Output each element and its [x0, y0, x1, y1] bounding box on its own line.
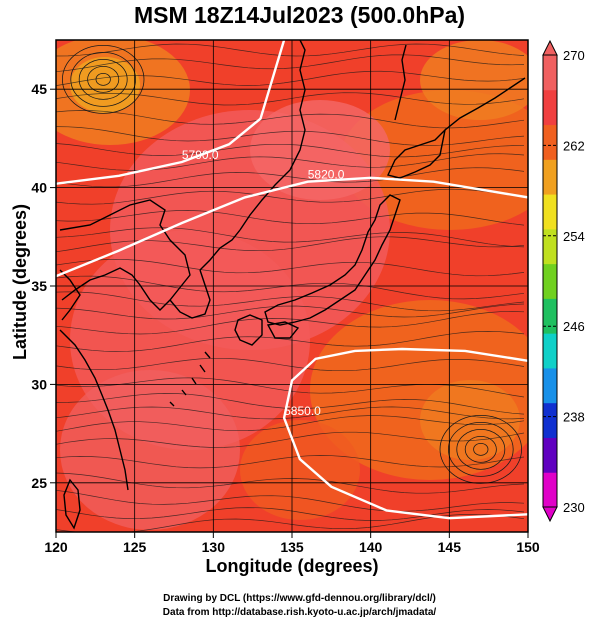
- streamline: [56, 406, 525, 420]
- circulation-swirl: [95, 72, 111, 86]
- streamline: [56, 143, 525, 158]
- colorbar: 270 262 254 246 238 230: [542, 39, 585, 523]
- colorbar-segment: [543, 228, 557, 265]
- streamline: [56, 291, 525, 312]
- streamline: [56, 431, 525, 448]
- streamlines: [56, 43, 525, 532]
- x-tick-label: 145: [438, 539, 462, 555]
- circulation-swirl: [70, 51, 136, 107]
- y-tick-label: 35: [31, 278, 47, 294]
- colorbar-segment: [543, 298, 557, 334]
- y-axis: 25 30 35 40 45: [31, 81, 56, 491]
- colorbar-segment: [543, 159, 557, 195]
- y-tick-label: 40: [31, 180, 47, 196]
- circulation-swirl: [61, 44, 145, 114]
- x-tick-label: 130: [202, 539, 226, 555]
- streamline: [56, 54, 525, 73]
- streamline: [56, 393, 525, 415]
- x-tick-label: 120: [44, 539, 68, 555]
- x-tick-label: 125: [123, 539, 147, 555]
- colorbar-label: 246: [563, 319, 585, 334]
- streamline: [56, 126, 525, 146]
- temperature-field: [56, 40, 528, 532]
- circulation-swirl: [439, 414, 522, 484]
- streamline: [56, 167, 525, 188]
- contour-line: [56, 176, 528, 278]
- contour-label: 5820.0: [308, 168, 345, 182]
- colorbar-min-arrow: [542, 506, 558, 523]
- streamline: [56, 415, 525, 432]
- x-tick-label: 150: [516, 539, 540, 555]
- circulation-swirl: [447, 421, 514, 477]
- streamline: [56, 489, 525, 512]
- streamline: [56, 507, 525, 521]
- x-axis: 120 125 130 135 140 145 150: [44, 532, 540, 555]
- contour-line: [56, 40, 286, 185]
- streamline: [56, 227, 525, 248]
- streamline: [56, 153, 525, 171]
- streamline: [56, 188, 525, 205]
- circulation-swirl: [473, 442, 489, 456]
- height-contours: 5790.0 5820.0 5850.0: [56, 40, 528, 520]
- y-tick-label: 30: [31, 376, 47, 392]
- colorbar-segment: [543, 194, 557, 230]
- colorbar-segment: [543, 367, 557, 404]
- colorbar-label: 262: [563, 138, 585, 153]
- streamline: [56, 210, 525, 226]
- y-axis-label: Latitude (degrees): [10, 203, 30, 361]
- streamline: [56, 110, 525, 129]
- colorbar-segment: [543, 89, 557, 126]
- contour-label: 5850.0: [284, 404, 321, 418]
- circulation-swirl: [464, 435, 497, 463]
- coastlines: [59, 40, 526, 530]
- colorbar-label: 230: [563, 500, 585, 515]
- colorbar-segment: [543, 124, 557, 160]
- credit-drawing: Drawing by DCL (https://www.gfd-dennou.o…: [163, 593, 436, 604]
- colorbar-segment: [543, 402, 557, 438]
- circulation-swirl: [456, 428, 506, 470]
- circulation-swirl: [78, 58, 128, 100]
- contour-line: [282, 347, 528, 520]
- streamline: [56, 70, 525, 86]
- x-tick-label: 140: [359, 539, 383, 555]
- circulation-swirl: [87, 65, 120, 93]
- streamline: [56, 43, 525, 57]
- y-tick-label: 25: [31, 475, 47, 491]
- colorbar-segment: [543, 55, 557, 91]
- colorbar-label: 238: [563, 410, 585, 425]
- y-tick-label: 45: [31, 81, 47, 97]
- streamline: [56, 258, 525, 277]
- colorbar-segment: [543, 472, 557, 508]
- colorbar-segment: [543, 437, 557, 473]
- streamline: [56, 331, 525, 352]
- streamline: [56, 92, 525, 106]
- colorbar-label: 254: [563, 229, 585, 244]
- colorbar-segment: [543, 333, 557, 369]
- streamline: [56, 303, 525, 320]
- contour-label: 5790.0: [182, 148, 219, 162]
- streamline: [56, 311, 525, 335]
- colorbar-label: 270: [563, 48, 585, 63]
- streamline: [56, 357, 525, 372]
- colorbar-segment: [543, 263, 557, 299]
- x-tick-label: 135: [280, 539, 304, 555]
- streamline: [56, 472, 525, 494]
- colorbar-max-arrow: [542, 39, 558, 56]
- streamline: [56, 236, 525, 253]
- credit-data: Data from http://database.rish.kyoto-u.a…: [162, 607, 437, 618]
- chart-title: MSM 18Z14Jul2023 (500.0hPa): [133, 2, 466, 28]
- x-axis-label: Longitude (degrees): [205, 556, 379, 576]
